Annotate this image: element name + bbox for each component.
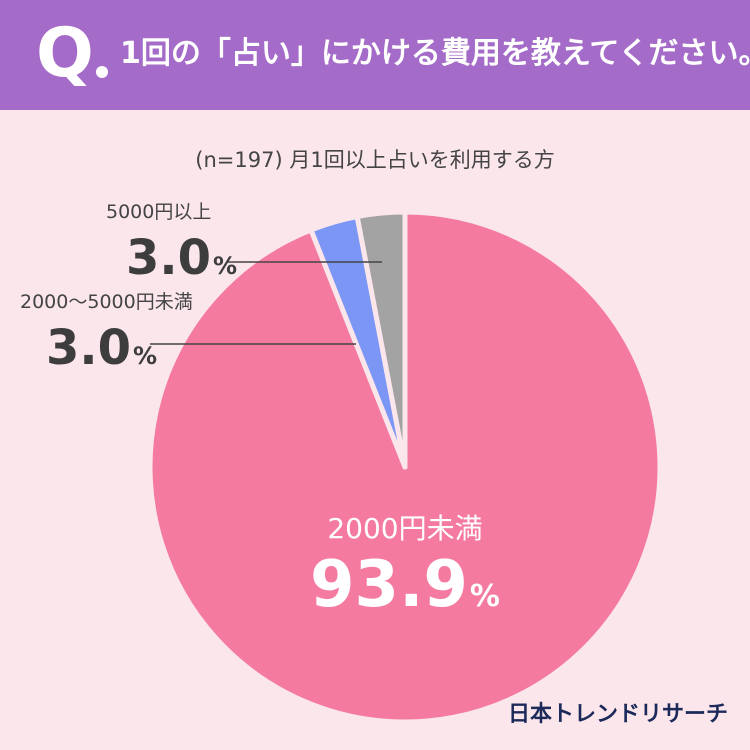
q-dot: [96, 66, 108, 78]
q-mark: Q: [36, 14, 94, 93]
chart-title: (n=197) 月1回以上占いを利用する方: [195, 148, 555, 172]
value-under-2000-unit: %: [469, 579, 500, 614]
label-2000-5000: 2000〜5000円未満: [20, 291, 193, 313]
value-5000-plus-number: 3.0: [126, 230, 212, 286]
question-text: 1回の「占い」にかける費用を教えてください。: [120, 36, 750, 71]
brand-logo: 日本トレンドリサーチ: [507, 702, 728, 727]
value-5000-plus: 3.0%: [126, 232, 237, 292]
label-5000-plus: 5000円以上: [106, 201, 212, 223]
header-banner: Q 1回の「占い」にかける費用を教えてください。: [0, 0, 750, 110]
value-under-2000: 93.9%: [260, 550, 550, 632]
value-5000-plus-unit: %: [213, 252, 238, 280]
label-under-2000: 2000円未満: [327, 512, 483, 545]
value-2000-5000-number: 3.0: [46, 320, 132, 376]
pie-slice-5000-plus: [354, 209, 408, 470]
value-under-2000-number: 93.9: [310, 548, 468, 622]
value-2000-5000: 3.0%: [46, 322, 157, 382]
value-2000-5000-unit: %: [133, 342, 158, 370]
